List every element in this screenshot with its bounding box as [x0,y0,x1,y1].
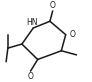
Text: O: O [50,1,55,10]
Text: HN: HN [27,18,38,27]
Text: O: O [28,72,34,81]
Text: O: O [69,30,75,39]
